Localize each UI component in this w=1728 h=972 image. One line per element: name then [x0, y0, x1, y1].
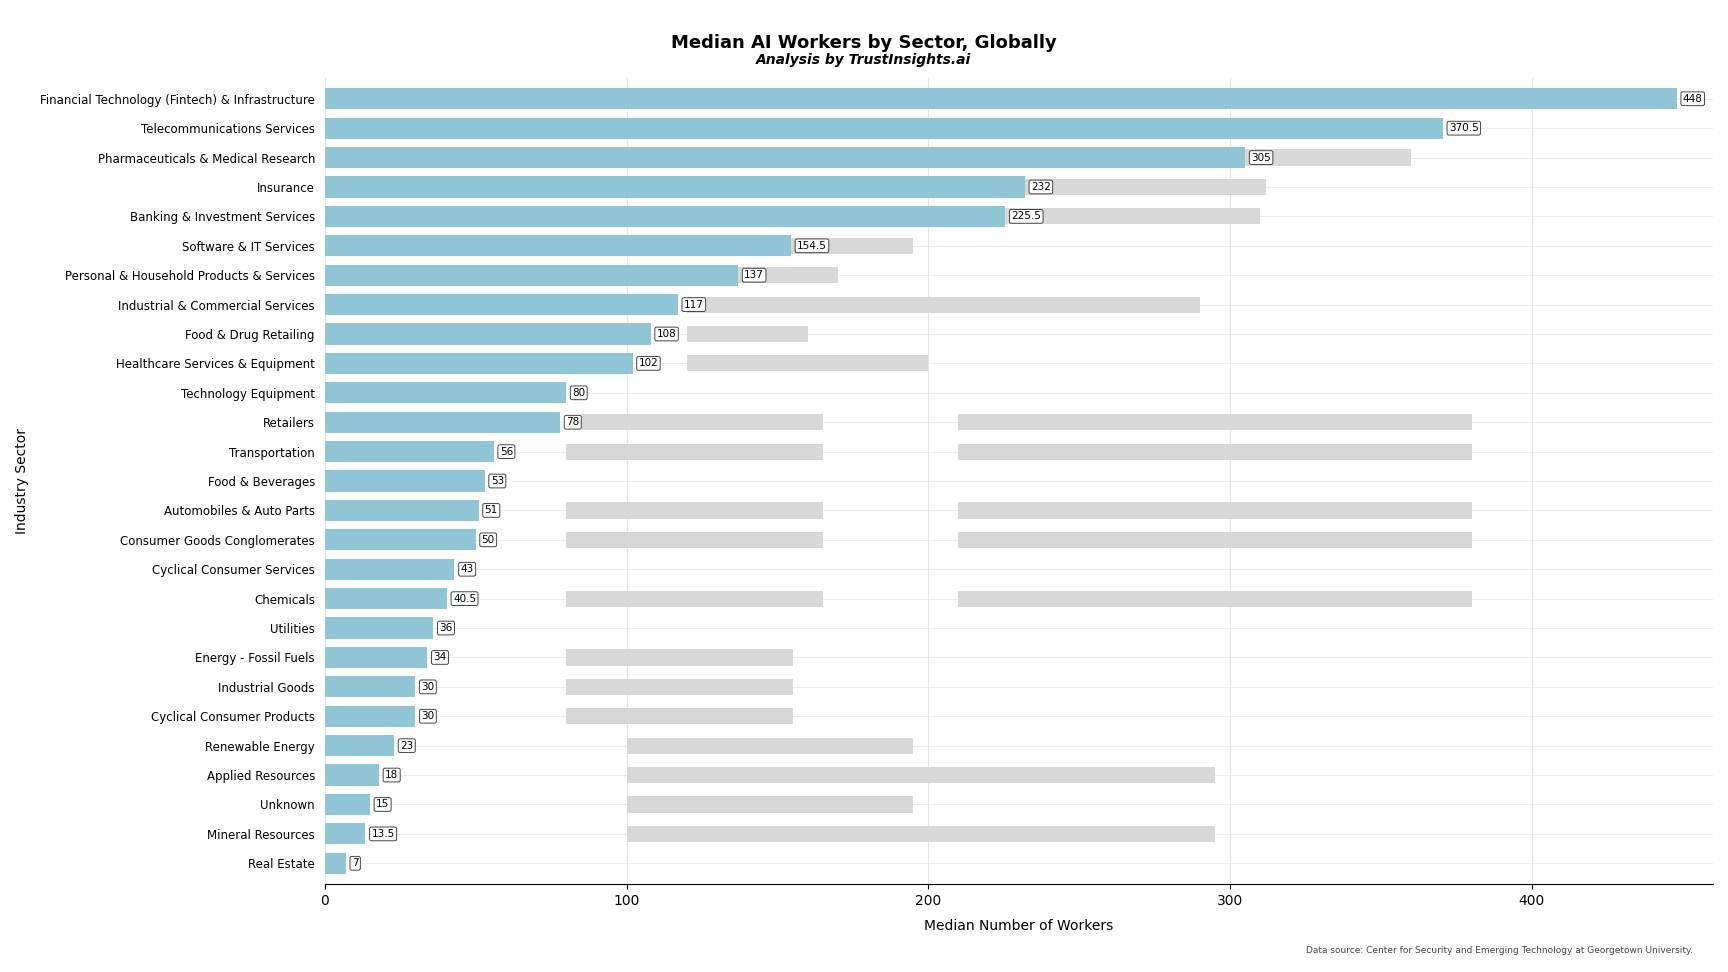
Text: 18: 18: [385, 770, 399, 781]
Bar: [959, 503, 1472, 518]
Text: 225.5: 225.5: [1011, 211, 1042, 222]
Bar: [325, 588, 448, 609]
Bar: [325, 794, 370, 816]
Bar: [325, 852, 346, 874]
Text: Median AI Workers by Sector, Globally: Median AI Workers by Sector, Globally: [670, 34, 1058, 52]
Bar: [627, 767, 1215, 783]
Bar: [325, 706, 415, 727]
Bar: [627, 796, 912, 813]
Bar: [325, 677, 415, 698]
Text: 232: 232: [1032, 182, 1051, 192]
Text: 78: 78: [567, 417, 579, 428]
Text: 40.5: 40.5: [453, 594, 477, 604]
Bar: [325, 765, 378, 785]
Bar: [567, 591, 823, 607]
Bar: [325, 735, 394, 756]
Text: 30: 30: [422, 712, 434, 721]
Bar: [325, 235, 791, 257]
Bar: [567, 649, 793, 666]
Bar: [567, 709, 793, 724]
Text: 370.5: 370.5: [1448, 123, 1479, 133]
Text: 50: 50: [482, 535, 494, 545]
Bar: [325, 559, 454, 580]
Bar: [627, 150, 1412, 165]
Bar: [959, 443, 1472, 460]
Bar: [567, 443, 823, 460]
Bar: [627, 238, 912, 254]
Bar: [686, 356, 928, 371]
Bar: [686, 296, 1199, 313]
Text: 13.5: 13.5: [372, 829, 394, 839]
Bar: [325, 646, 427, 668]
Bar: [959, 591, 1472, 607]
Text: 7: 7: [353, 858, 358, 868]
Bar: [627, 208, 1260, 225]
Text: 23: 23: [401, 741, 413, 750]
Bar: [627, 826, 1215, 842]
Bar: [325, 176, 1025, 197]
Bar: [325, 470, 484, 492]
Bar: [325, 382, 567, 403]
Bar: [325, 441, 494, 463]
Text: 53: 53: [491, 476, 505, 486]
Bar: [567, 503, 823, 518]
Text: 154.5: 154.5: [797, 241, 828, 251]
Text: Data source: Center for Security and Emerging Technology at Georgetown Universit: Data source: Center for Security and Eme…: [1306, 946, 1693, 955]
Text: 56: 56: [499, 446, 513, 457]
Text: 117: 117: [684, 299, 703, 310]
Text: 137: 137: [745, 270, 764, 280]
Bar: [686, 326, 807, 342]
Bar: [959, 532, 1472, 548]
Y-axis label: Industry Sector: Industry Sector: [16, 428, 29, 534]
Bar: [325, 147, 1246, 168]
Bar: [627, 267, 838, 283]
Bar: [325, 324, 651, 345]
Bar: [567, 532, 823, 548]
Bar: [627, 738, 912, 753]
Bar: [627, 179, 1267, 195]
Text: 102: 102: [639, 359, 658, 368]
Bar: [325, 411, 560, 433]
Text: 43: 43: [461, 564, 473, 574]
Bar: [959, 414, 1472, 431]
Bar: [325, 500, 479, 521]
Bar: [325, 823, 365, 845]
Bar: [567, 678, 793, 695]
Text: 15: 15: [377, 800, 389, 810]
X-axis label: Median Number of Workers: Median Number of Workers: [924, 919, 1113, 933]
Bar: [325, 264, 738, 286]
Bar: [325, 529, 475, 550]
Bar: [325, 88, 1676, 109]
Text: 36: 36: [439, 623, 453, 633]
Text: 30: 30: [422, 681, 434, 692]
Text: 51: 51: [484, 505, 498, 515]
Text: 305: 305: [1251, 153, 1272, 162]
Bar: [581, 414, 823, 431]
Bar: [325, 118, 1443, 139]
Text: 108: 108: [657, 329, 676, 339]
Bar: [928, 296, 1199, 313]
Bar: [325, 294, 677, 315]
Text: Analysis by TrustInsights.ai: Analysis by TrustInsights.ai: [757, 53, 971, 67]
Text: 34: 34: [434, 652, 446, 663]
Bar: [325, 353, 632, 374]
Bar: [325, 617, 434, 639]
Text: 448: 448: [1683, 93, 1702, 104]
Text: 80: 80: [572, 388, 586, 398]
Bar: [325, 206, 1006, 227]
